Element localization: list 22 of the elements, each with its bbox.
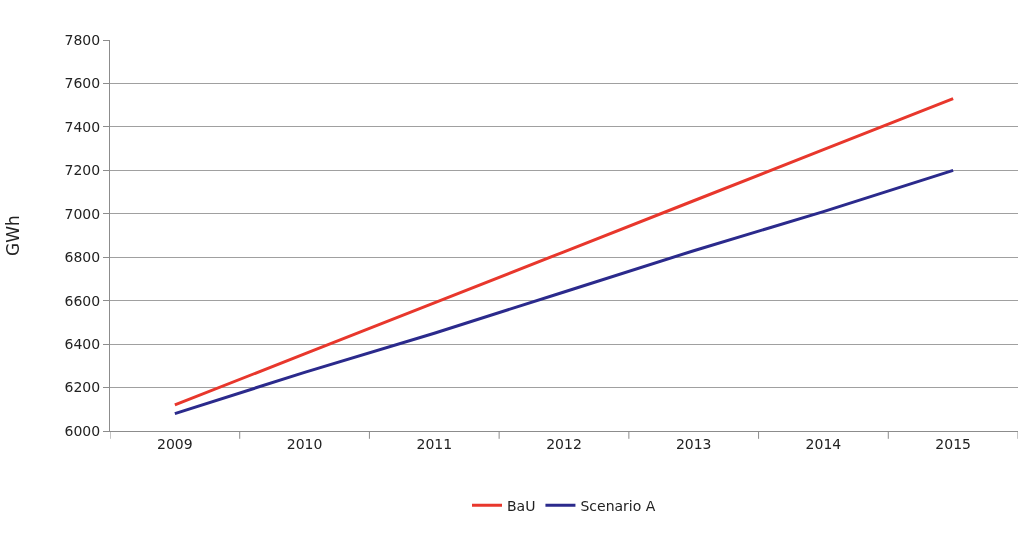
line-series — [173, 97, 955, 407]
x-tick-label: 2015 — [935, 435, 971, 452]
x-tick-label: 2014 — [805, 435, 842, 452]
legend-label: BaU — [507, 497, 536, 514]
y-tick-label: 7800 — [64, 31, 101, 48]
legend-label: Scenario A — [580, 497, 656, 514]
y-tick-label: 6000 — [64, 422, 101, 439]
y-tick-label: 7200 — [64, 162, 101, 179]
y-tick-label: 6600 — [64, 292, 101, 309]
x-tick-label: 2009 — [157, 435, 193, 452]
x-tick-label: 2013 — [675, 435, 712, 452]
y-tick-label: 7000 — [64, 205, 101, 222]
line-series — [173, 168, 955, 416]
x-tick-label: 2012 — [546, 435, 582, 452]
y-tick-label: 7600 — [64, 75, 101, 92]
x-tick-label: 2011 — [416, 435, 453, 452]
y-tick-label: 6200 — [64, 379, 101, 396]
y-axis-title: GWh — [3, 215, 24, 256]
y-tick-label: 6400 — [64, 336, 101, 353]
y-tick-label: 7400 — [64, 118, 101, 135]
x-tick-label: 2010 — [286, 435, 323, 452]
y-tick-label: 6800 — [64, 249, 101, 266]
